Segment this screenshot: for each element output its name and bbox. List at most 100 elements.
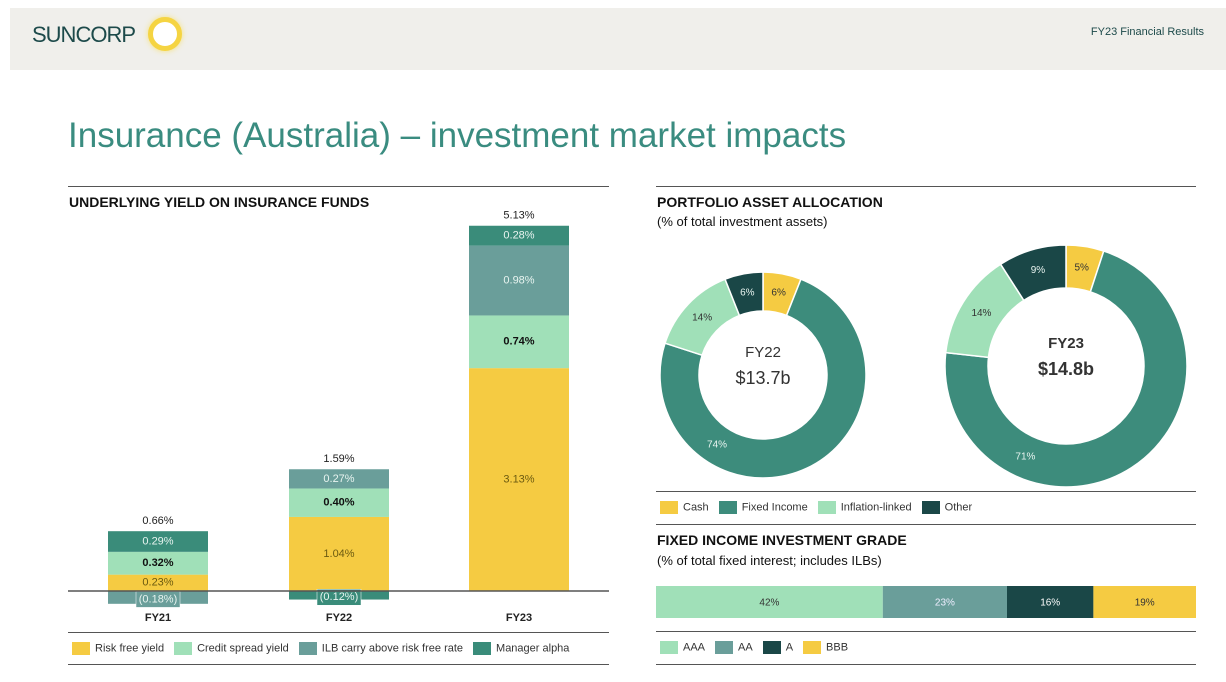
donut-slice-fixed — [944, 250, 1188, 488]
bar-segment-credit — [108, 551, 208, 575]
bar-total-label: 0.66% — [142, 515, 173, 527]
donut-slice-other — [724, 271, 764, 317]
legend-item: A — [762, 641, 793, 654]
donut-slice-label: 6% — [740, 288, 755, 299]
bar-segment-risk_free — [108, 574, 208, 591]
negative-label-box — [316, 589, 362, 606]
bar-segment-credit — [289, 488, 389, 517]
divider — [656, 524, 1196, 525]
bar-total-label: 5.13% — [503, 210, 534, 222]
bar-value-label: 0.40% — [323, 497, 354, 509]
allocation-legend: Cash Fixed Income Inflation-linked Other — [660, 501, 972, 514]
legend-item: Manager alpha — [473, 642, 569, 655]
legend-item: Cash — [660, 501, 709, 514]
legend-label: BBB — [826, 641, 849, 654]
divider — [656, 491, 1196, 492]
divider — [656, 664, 1196, 665]
donut-slice-label: 9% — [1031, 265, 1046, 276]
legend-swatch — [660, 641, 678, 654]
divider — [656, 186, 1196, 187]
legend-label: Cash — [683, 501, 709, 514]
legend-item: Inflation-linked — [817, 501, 912, 514]
bar-value-label: 0.27% — [323, 473, 354, 485]
bar-value-label: (0.12%) — [320, 591, 359, 603]
legend-swatch — [803, 641, 822, 654]
legend-swatch — [174, 642, 193, 655]
x-tick-label: FY23 — [506, 612, 532, 624]
legend-item: Other — [921, 501, 973, 514]
x-tick-label: FY21 — [145, 612, 171, 624]
divider — [68, 632, 609, 633]
legend-swatch — [298, 642, 317, 655]
donut-slice-label: 14% — [971, 308, 991, 319]
bar-segment-credit — [469, 315, 569, 369]
legend-swatch — [817, 501, 836, 514]
allocation-title: PORTFOLIO ASSET ALLOCATION — [657, 194, 883, 210]
legend-item: Credit spread yield — [174, 642, 289, 655]
bar-segment-alpha — [108, 531, 208, 552]
bar-segment-risk_free — [469, 368, 569, 591]
legend-swatch — [718, 501, 737, 514]
grade-bar-segment-A — [1007, 586, 1094, 618]
donut-slice-label: 5% — [1074, 262, 1089, 273]
legend-item: AA — [715, 641, 753, 654]
x-tick-label: FY22 — [326, 612, 352, 624]
bar-value-label: 0.74% — [503, 336, 534, 348]
legend-label: Other — [944, 501, 973, 514]
grade-bar-segment-AAA — [656, 586, 883, 618]
grade-title: FIXED INCOME INVESTMENT GRADE — [657, 532, 907, 548]
bar-total-label: 1.59% — [323, 453, 354, 465]
legend-swatch — [72, 642, 90, 655]
legend-label: Credit spread yield — [197, 642, 289, 655]
bar-segment-risk_free — [289, 516, 389, 591]
grade-bar-segment-AA — [882, 586, 1007, 618]
header-bar: SUNCORP FY23 Financial Results — [10, 8, 1226, 70]
grade-bar-label: 42% — [759, 598, 779, 609]
divider — [68, 186, 609, 187]
grade-legend: AAA AA A BBB — [660, 641, 848, 654]
grade-subtitle: (% of total fixed interest; includes ILB… — [657, 553, 882, 568]
allocation-subtitle: (% of total investment assets) — [657, 214, 828, 229]
grade-bar-label: 19% — [1135, 598, 1155, 609]
bar-segment-ilb — [289, 469, 389, 489]
donut-slice-label: 71% — [1015, 451, 1035, 462]
grade-bar-label: 16% — [1040, 598, 1060, 609]
bar-segment-alpha — [469, 225, 569, 246]
legend-swatch — [921, 501, 940, 514]
legend-swatch — [715, 641, 734, 654]
grade-bar-label: 23% — [935, 598, 955, 609]
bar-value-label: (0.18%) — [139, 593, 178, 605]
legend-item: BBB — [803, 641, 848, 654]
bar-value-label: 3.13% — [503, 473, 534, 485]
donut-slice-other — [999, 244, 1067, 302]
bar-value-label: 0.32% — [142, 557, 173, 569]
legend-swatch — [473, 642, 492, 655]
suncorp-logo: SUNCORP — [32, 22, 136, 47]
donut-slice-label: 6% — [771, 288, 786, 299]
sun-logo-icon — [148, 17, 182, 51]
grade-bar-segment-BBB — [1093, 586, 1196, 618]
donut-slice-label: 14% — [692, 312, 712, 323]
legend-item: Risk free yield — [72, 642, 164, 655]
donut-center-total: $13.7b — [735, 368, 790, 388]
legend-label: Fixed Income — [741, 501, 808, 514]
bar-segment-ilb — [469, 245, 569, 316]
header-subtitle: FY23 Financial Results — [1090, 26, 1204, 38]
bar-value-label: 0.23% — [142, 577, 173, 589]
bar-value-label: 1.04% — [323, 548, 354, 560]
bar-value-label: 0.29% — [142, 535, 173, 547]
donut-center-year: FY22 — [745, 344, 781, 361]
legend-label: Risk free yield — [95, 642, 165, 655]
donut-center-total: $14.8b — [1038, 359, 1094, 379]
page-title: Insurance (Australia) – investment marke… — [68, 116, 847, 155]
bar-value-label: 0.98% — [503, 274, 534, 286]
legend-swatch — [660, 501, 678, 514]
legend-item: Fixed Income — [718, 501, 808, 514]
legend-label: ILB carry above risk free rate — [321, 642, 464, 655]
donut-slice-label: 74% — [707, 439, 727, 450]
legend-label: AA — [738, 641, 753, 654]
yield-legend: Risk free yield Credit spread yield ILB ca… — [72, 642, 569, 655]
donut-slice-fixed — [659, 278, 867, 479]
divider — [68, 664, 609, 665]
